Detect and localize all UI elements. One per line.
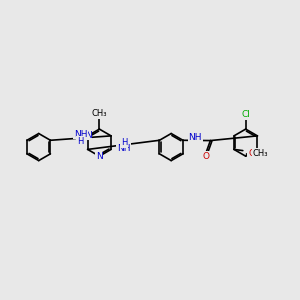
Text: O: O [202,152,209,161]
Text: CH₃: CH₃ [253,149,268,158]
Text: H: H [77,136,83,146]
Text: Cl: Cl [241,110,250,119]
Text: NH: NH [188,133,202,142]
Text: NH: NH [74,130,88,139]
Text: CH₃: CH₃ [92,109,107,118]
Text: N: N [96,152,103,161]
Text: O: O [248,149,255,158]
Text: H: H [121,138,127,147]
Text: NH: NH [117,144,130,153]
Text: N: N [85,131,92,140]
